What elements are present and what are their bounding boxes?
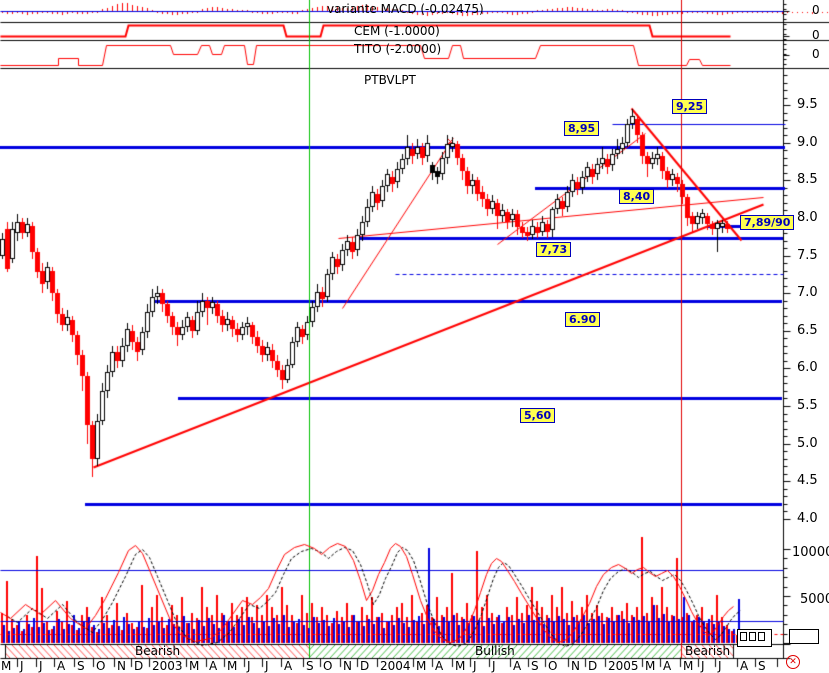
date-axis-label: J <box>718 659 722 673</box>
date-axis-label: M <box>227 659 238 673</box>
date-axis-label: N <box>343 659 352 673</box>
status-square <box>758 632 765 641</box>
price-tag[interactable]: 7,89/90 <box>740 215 795 230</box>
macd-panel-label: variante MACD (-0.02475) <box>327 2 484 16</box>
date-axis-label: M <box>683 659 694 673</box>
date-axis-label: O <box>548 659 558 673</box>
date-axis-label: S <box>531 659 539 673</box>
date-axis-label: M <box>189 659 200 673</box>
close-icon[interactable]: ✕ <box>786 655 800 669</box>
date-axis-label: J <box>492 659 496 673</box>
date-axis-label: D <box>360 659 370 673</box>
price-axis-label: 6.0 <box>797 360 818 375</box>
price-axis-label: 8.0 <box>797 210 818 225</box>
status-box[interactable] <box>737 629 772 647</box>
date-axis-label: A <box>740 659 749 673</box>
price-axis-label: 9.5 <box>797 97 818 112</box>
indicator-zero-label: 0 <box>812 47 820 61</box>
date-axis-label: 2005 <box>608 659 639 673</box>
date-axis-label: M <box>1 659 12 673</box>
indicator-zero-label: 0 <box>812 28 820 42</box>
price-tag[interactable]: 7,73 <box>536 242 572 257</box>
date-axis-label: S <box>306 659 314 673</box>
status-square <box>740 632 747 641</box>
price-axis-label: 4.5 <box>797 473 818 488</box>
price-tag[interactable]: 9,25 <box>672 99 708 114</box>
trend-band-label-bullish: Bullish <box>475 644 515 658</box>
price-tag[interactable]: 6.90 <box>565 312 601 327</box>
date-axis-label: A <box>209 659 218 673</box>
price-tag[interactable]: 8,95 <box>564 121 600 136</box>
date-axis-label: A <box>513 659 522 673</box>
date-axis-label: D <box>588 659 598 673</box>
date-axis-label: S <box>758 659 766 673</box>
trend-band-label-bearish: Bearish <box>135 644 181 658</box>
cem-panel-label: CEM (-1.0000) <box>354 24 440 38</box>
date-axis-label: J <box>265 659 269 673</box>
price-axis-label: 8.5 <box>797 172 818 187</box>
date-axis-label: S <box>77 659 85 673</box>
date-axis-label: J <box>39 659 43 673</box>
date-axis-label: M <box>455 659 466 673</box>
price-axis-label: 4.0 <box>797 511 818 526</box>
price-axis-label: 9.0 <box>797 135 818 150</box>
date-axis-label: A <box>57 659 66 673</box>
price-axis-label: 5.0 <box>797 436 818 451</box>
date-axis-label: J <box>473 659 477 673</box>
date-axis-label: M <box>645 659 656 673</box>
date-axis-label: A <box>663 659 672 673</box>
price-axis-label: 6.5 <box>797 323 818 338</box>
corner-box[interactable] <box>789 629 819 644</box>
volume-axis-label: 5000 <box>800 592 829 607</box>
date-axis-label: A <box>435 659 444 673</box>
tito-panel-label: TITO (-2.0000) <box>354 42 442 56</box>
date-axis-label: J <box>701 659 705 673</box>
date-axis-label: N <box>571 659 580 673</box>
date-axis-label: D <box>134 659 144 673</box>
date-axis-label: 2003 <box>152 659 183 673</box>
price-axis-label: 5.5 <box>797 398 818 413</box>
date-axis-label: A <box>284 659 293 673</box>
date-axis-label: 2004 <box>380 659 411 673</box>
price-axis-label: 7.5 <box>797 248 818 263</box>
status-square <box>749 632 756 641</box>
indicator-zero-label: 0 <box>812 3 820 17</box>
trend-band-label-bearish: Bearish <box>685 644 731 658</box>
date-axis-label: J <box>247 659 251 673</box>
date-axis-label: M <box>416 659 427 673</box>
price-axis-label: 7.0 <box>797 285 818 300</box>
date-axis-label: N <box>117 659 126 673</box>
price-tag[interactable]: 5,60 <box>520 408 556 423</box>
date-axis-label: O <box>323 659 333 673</box>
date-axis-label: O <box>96 659 106 673</box>
volume-axis-label: 10000 <box>792 545 829 560</box>
symbol-title: PTBVLPT <box>364 73 416 87</box>
price-tag[interactable]: 8,40 <box>619 189 655 204</box>
date-axis-label: J <box>20 659 24 673</box>
